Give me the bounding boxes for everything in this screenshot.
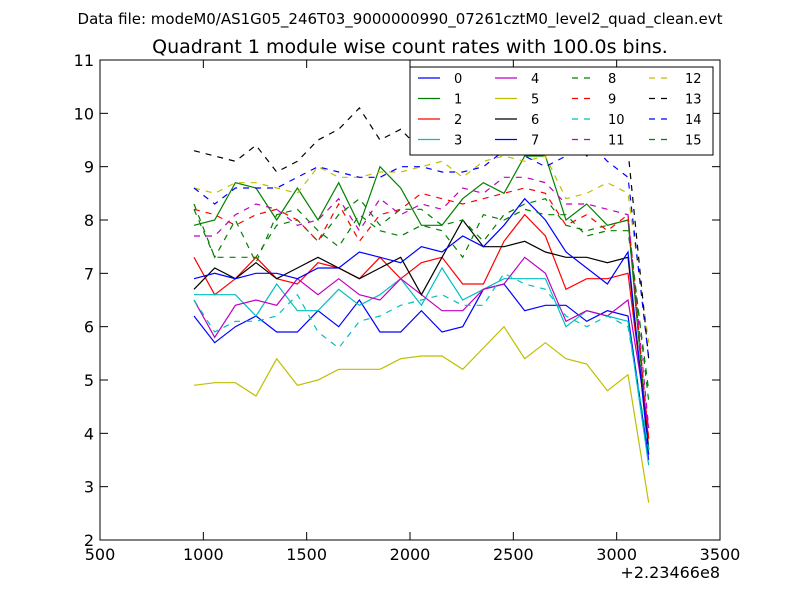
legend-label-11: 11 xyxy=(608,134,625,149)
y-tick-label: 8 xyxy=(84,211,94,230)
y-tick-label: 2 xyxy=(84,531,94,550)
legend-label-7: 7 xyxy=(531,134,539,149)
legend-label-9: 9 xyxy=(608,93,616,108)
legend-label-8: 8 xyxy=(608,72,616,87)
legend-label-14: 14 xyxy=(685,113,702,128)
legend-label-10: 10 xyxy=(608,113,625,128)
series-line-3 xyxy=(194,266,650,466)
series-line-0 xyxy=(193,283,650,461)
legend-label-15: 15 xyxy=(685,134,702,149)
y-tick-label: 7 xyxy=(84,264,94,283)
figure-suptitle: Data file: modeM0/AS1G05_246T03_90000009… xyxy=(78,10,723,29)
series-line-8 xyxy=(193,197,650,402)
legend-label-0: 0 xyxy=(454,72,462,87)
y-tick-label: 4 xyxy=(84,424,94,443)
chart-title: Quadrant 1 module wise count rates with … xyxy=(152,36,668,58)
series-line-1 xyxy=(193,155,650,450)
legend-label-12: 12 xyxy=(685,72,702,87)
series-line-2 xyxy=(193,213,650,439)
x-tick-label: 2000 xyxy=(390,545,431,564)
plot-frame xyxy=(99,59,721,541)
y-tick-label: 6 xyxy=(84,318,94,337)
legend-label-4: 4 xyxy=(531,72,539,87)
x-tick-label: 500 xyxy=(85,545,116,564)
legend-label-13: 13 xyxy=(685,93,702,108)
y-tick-label: 10 xyxy=(74,104,94,123)
series-line-6 xyxy=(193,218,650,450)
x-tick-label: 3000 xyxy=(596,545,637,564)
legend-label-2: 2 xyxy=(454,113,462,128)
x-axis-offset-label: +2.23466e8 xyxy=(620,563,720,582)
series-line-5 xyxy=(193,325,650,503)
legend-box xyxy=(409,66,714,156)
x-tick-label: 2500 xyxy=(493,545,534,564)
legend-label-5: 5 xyxy=(531,93,539,108)
y-tick-label: 5 xyxy=(84,371,94,390)
series-line-4 xyxy=(193,256,650,429)
series-line-7 xyxy=(193,197,650,455)
legend-label-1: 1 xyxy=(454,93,462,108)
series-line-11 xyxy=(194,176,650,429)
y-tick-label: 9 xyxy=(84,158,94,177)
series-line-10 xyxy=(193,272,650,450)
y-tick-label: 3 xyxy=(84,478,94,497)
x-tick-label: 3500 xyxy=(700,545,741,564)
legend-label-3: 3 xyxy=(454,134,462,149)
y-tick-label: 11 xyxy=(74,51,94,70)
x-tick-label: 1000 xyxy=(183,545,224,564)
legend-label-6: 6 xyxy=(531,113,539,128)
series-line-15 xyxy=(193,208,650,391)
x-tick-label: 1500 xyxy=(286,545,327,564)
